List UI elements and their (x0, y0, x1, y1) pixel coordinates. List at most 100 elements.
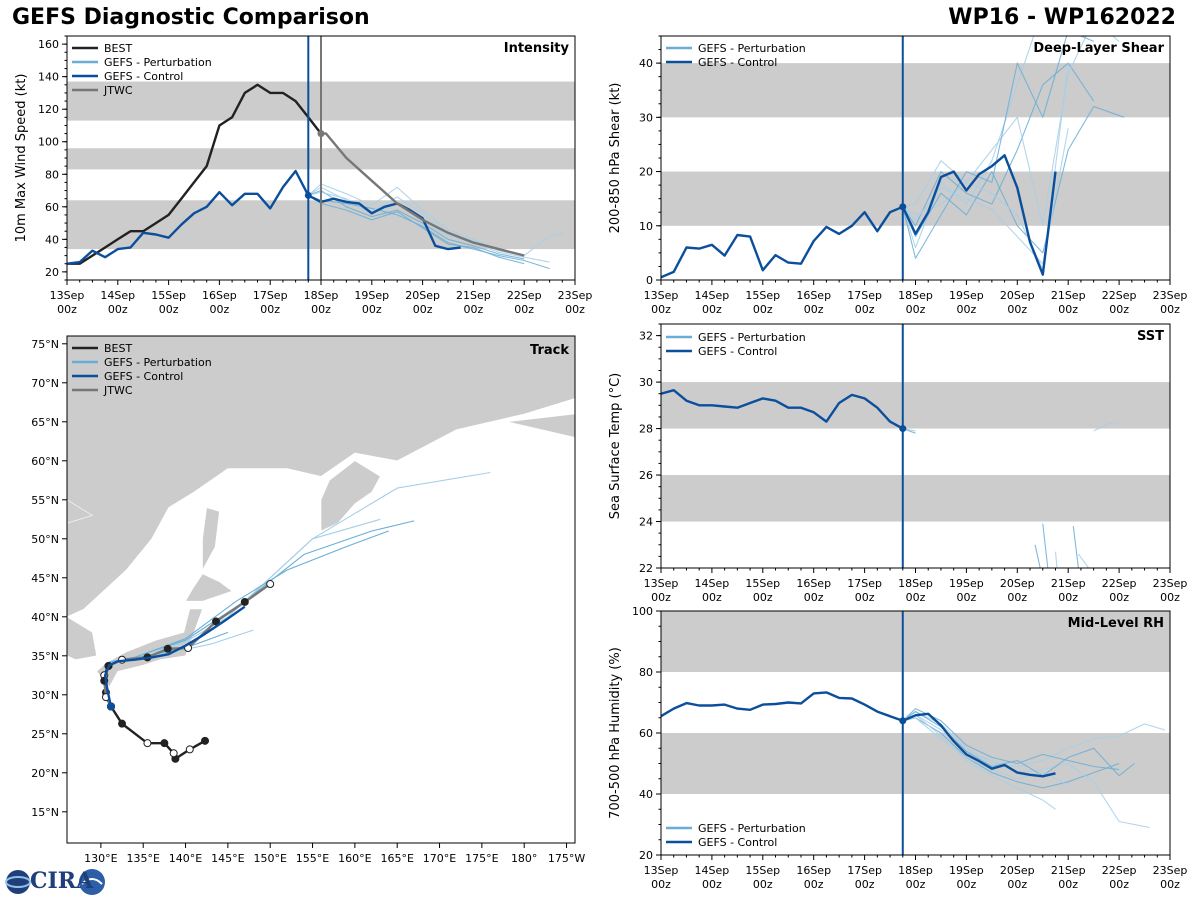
x-tick-label: 160°E (338, 852, 371, 865)
x-tick-label: 14Sep (100, 289, 135, 302)
x-tick-label: 19Sep (949, 289, 984, 302)
x-tick-label: 13Sep (644, 289, 679, 302)
best-track-point (160, 739, 169, 748)
x-tick-label: 13Sep (644, 864, 679, 877)
y-tick-label: 28 (639, 423, 653, 436)
y-tick-label: 140 (38, 71, 59, 84)
series-line-gefs-perturbation (902, 717, 1069, 786)
rh-plot-area (661, 691, 1166, 829)
y-tick-label: 60 (639, 727, 653, 740)
x-tick-label: 20Sep (1000, 864, 1035, 877)
legend-label: GEFS - Control (698, 56, 777, 69)
x-tick-label: 13Sep (50, 289, 85, 302)
panel-title: Mid-Level RH (1068, 616, 1164, 631)
y-tick-label: 30 (639, 376, 653, 389)
x-tick-label: 16Sep (202, 289, 237, 302)
cira-globe-icon (5, 869, 105, 895)
x-tick-label: 22Sep (1102, 289, 1137, 302)
x-tick-sublabel: 00z (260, 303, 280, 316)
y-tick-label: 60 (45, 201, 59, 214)
x-tick-label: 20Sep (1000, 289, 1035, 302)
jtwc-track-point (212, 617, 221, 626)
y-tick-label: 26 (639, 469, 653, 482)
x-tick-label: 18Sep (898, 289, 933, 302)
best-track-point (201, 736, 210, 745)
x-tick-label: 22Sep (1102, 864, 1137, 877)
series-line-gefs-perturbation (1042, 523, 1049, 568)
legend-label: JTWC (103, 384, 133, 397)
x-tick-label: 15Sep (745, 289, 780, 302)
y-tick-label: 50°N (31, 533, 59, 546)
y-axis-label: Sea Surface Temp (°C) (608, 373, 623, 520)
x-tick-label: 175°W (548, 852, 585, 865)
legend-label: GEFS - Control (698, 836, 777, 849)
panel-title: SST (1137, 329, 1164, 344)
x-tick-label: 19Sep (354, 289, 389, 302)
x-tick-label: 13Sep (644, 577, 679, 590)
series-line-best (67, 83, 322, 265)
land-mass (67, 336, 575, 618)
y-tick-label: 20°N (31, 767, 59, 780)
land-mass (320, 460, 381, 532)
threshold-band (661, 475, 1170, 522)
x-tick-sublabel: 00z (906, 591, 926, 604)
x-tick-label: 14Sep (695, 577, 730, 590)
series-line-gefs-perturbation (1077, 553, 1090, 568)
legend-label: JTWC (103, 84, 133, 97)
legend-label: BEST (104, 342, 132, 355)
land-mass (202, 507, 220, 571)
threshold-band (661, 611, 1170, 672)
x-tick-label: 18Sep (304, 289, 339, 302)
x-tick-sublabel: 00z (1109, 591, 1129, 604)
x-tick-label: 22Sep (1102, 577, 1137, 590)
x-tick-label: 165°E (380, 852, 413, 865)
series-line-gefs-perturbation (902, 714, 1056, 810)
x-tick-sublabel: 00z (855, 303, 875, 316)
x-tick-label: 23Sep (558, 289, 593, 302)
y-tick-label: 60°N (31, 455, 59, 468)
x-tick-label: 17Sep (847, 864, 882, 877)
x-tick-label: 18Sep (898, 577, 933, 590)
x-tick-sublabel: 00z (651, 878, 671, 891)
legend-label: GEFS - Perturbation (104, 56, 212, 69)
track-line-gefs-perturbation (105, 530, 389, 707)
rh-panel: 2040608010013Sep00z14Sep00z15Sep00z16Sep… (608, 605, 1187, 891)
intensity-panel: 2040608010012014016013Sep00z14Sep00z15Se… (14, 35, 593, 316)
cira-logo: CIRA (4, 866, 106, 898)
x-tick-label: 23Sep (1153, 289, 1188, 302)
series-line-gefs-perturbation (1034, 544, 1041, 568)
x-tick-label: 145°E (211, 852, 244, 865)
threshold-band (661, 63, 1170, 118)
x-tick-sublabel: 00z (702, 591, 722, 604)
x-tick-label: 17Sep (847, 577, 882, 590)
threshold-band (661, 382, 1170, 429)
y-tick-label: 15°N (31, 806, 59, 819)
series-line-gefs-perturbation (308, 194, 550, 270)
x-tick-sublabel: 00z (565, 303, 585, 316)
legend-label: GEFS - Control (104, 370, 183, 383)
x-tick-sublabel: 00z (957, 303, 977, 316)
x-tick-sublabel: 00z (957, 591, 977, 604)
y-tick-label: 55°N (31, 494, 59, 507)
series-line-gefs-perturbation (1054, 551, 1058, 568)
plot-frame (66, 335, 576, 844)
y-tick-label: 100 (38, 136, 59, 149)
y-tick-label: 32 (639, 330, 653, 343)
init-marker (304, 191, 312, 199)
x-tick-sublabel: 00z (753, 303, 773, 316)
x-tick-label: 15Sep (745, 577, 780, 590)
track-line-gefs-perturbation (105, 518, 381, 707)
jtwc-track-point (266, 580, 275, 589)
y-tick-label: 35°N (31, 650, 59, 663)
x-tick-sublabel: 00z (362, 303, 382, 316)
x-tick-label: 19Sep (949, 864, 984, 877)
y-tick-label: 80 (639, 666, 653, 679)
x-tick-label: 21Sep (1051, 577, 1086, 590)
track-line-gefs-control (103, 605, 246, 707)
x-tick-sublabel: 00z (1109, 878, 1129, 891)
y-tick-label: 40 (639, 57, 653, 70)
series-line-gefs-perturbation (1093, 421, 1120, 432)
x-tick-sublabel: 00z (1007, 303, 1027, 316)
x-tick-sublabel: 00z (651, 303, 671, 316)
